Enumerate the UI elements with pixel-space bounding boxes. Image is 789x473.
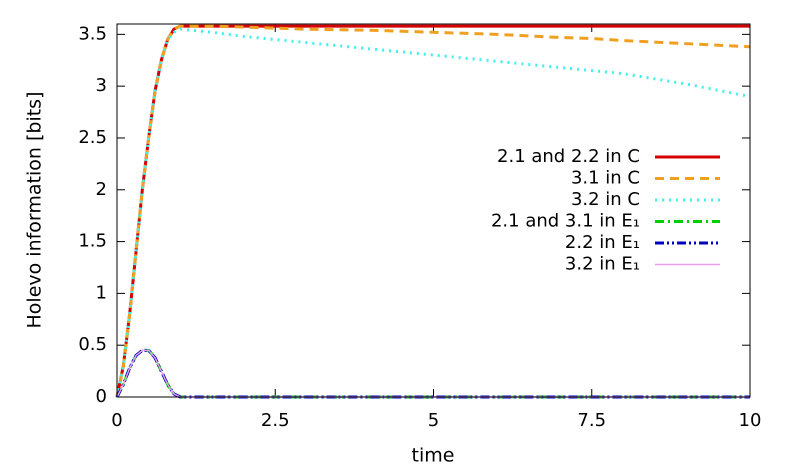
y-tick-label: 1 (96, 282, 107, 303)
y-tick-label: 2.5 (78, 127, 107, 148)
y-tick-label: 2 (96, 179, 107, 200)
x-tick-label: 5 (428, 410, 439, 431)
legend-label: 2.1 and 2.2 in C (497, 146, 640, 167)
x-tick-label: 7.5 (577, 410, 606, 431)
y-tick-label: 1.5 (78, 231, 107, 252)
legend-label: 3.2 in C (571, 189, 640, 210)
series-line (115, 24, 751, 398)
y-tick-label: 3.5 (78, 23, 107, 44)
plot-border (116, 23, 751, 398)
legend-label: 2.2 in E₁ (565, 232, 640, 253)
legend-label: 3.1 in C (571, 168, 640, 189)
y-axis-label: Holevo information [bits] (24, 92, 46, 329)
series-line (115, 24, 750, 398)
legend-label: 3.2 in E₁ (565, 254, 640, 275)
y-tick-label: 3 (96, 75, 107, 96)
x-tick-label: 2.5 (261, 410, 290, 431)
y-tick-label: 0 (96, 386, 107, 407)
legend-label: 2.1 and 3.1 in E₁ (491, 211, 640, 232)
series-line (115, 27, 751, 398)
y-tick-label: 0.5 (78, 334, 107, 355)
x-tick-label: 0 (111, 410, 122, 431)
x-axis-label: time (412, 445, 455, 467)
x-tick-label: 10 (739, 410, 762, 431)
